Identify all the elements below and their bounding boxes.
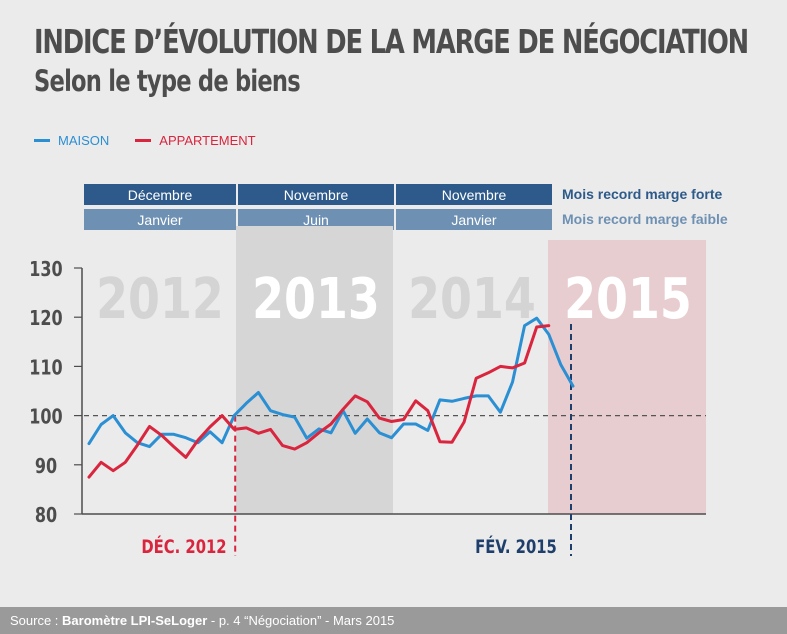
record-faible-2013: Juin [236,209,394,230]
footer-source-name: Baromètre LPI-SeLoger [62,613,208,628]
footer-prefix: Source : [10,613,59,628]
annotation-fev-2015: FÉV. 2015 [475,534,557,559]
year-label-2012: 2012 [96,267,224,333]
annotation-dec-2012: DÉC. 2012 [141,534,226,559]
y-tick-label-110: 110 [29,357,62,380]
chart-subtitle: Selon le type de biens [34,64,301,98]
legend-item-maison: MAISON [34,133,109,148]
footer-source: Source : Baromètre LPI-SeLoger - p. 4 “N… [0,607,787,634]
record-forte-2014: Novembre [394,184,552,205]
legend-swatch-appartement [135,139,152,142]
line-chart: 2012 2013 2014 2015 80 90 100 110 120 130 DÉC. 201… [29,226,706,559]
legend-label-appartement: APPARTEMENT [159,133,256,148]
record-forte-row: Décembre Novembre Novembre [84,184,552,205]
record-faible-2014: Janvier [394,209,552,230]
record-forte-label: Mois record marge forte [562,186,723,202]
y-tick-label-80: 80 [35,504,57,527]
record-forte-2013: Novembre [236,184,394,205]
record-forte-2012: Décembre [84,184,236,205]
legend-swatch-maison [34,139,50,142]
year-label-2015: 2015 [564,267,692,333]
chart-title: INDICE D’ÉVOLUTION DE LA MARGE DE NÉGOCI… [34,22,749,61]
y-tick-label-130: 130 [29,258,62,281]
legend-item-appartement: APPARTEMENT [135,133,256,148]
record-faible-2012: Janvier [84,209,236,230]
legend-label-maison: MAISON [58,133,110,148]
year-band-2013 [236,226,393,514]
year-label-2014: 2014 [408,267,536,333]
record-faible-row: Janvier Juin Janvier [84,209,552,230]
y-tick-label-90: 90 [35,455,57,478]
y-tick-label-100: 100 [29,406,62,429]
year-label-2013: 2013 [252,267,380,333]
series-line-appartement [87,324,551,479]
legend: MAISON APPARTEMENT [34,133,282,148]
footer-rest: - p. 4 “Négociation” - Mars 2015 [210,613,395,628]
year-band-2015 [548,240,706,514]
y-tick-label-120: 120 [29,308,62,331]
record-faible-label: Mois record marge faible [562,211,728,227]
series-line-maison [87,316,575,449]
